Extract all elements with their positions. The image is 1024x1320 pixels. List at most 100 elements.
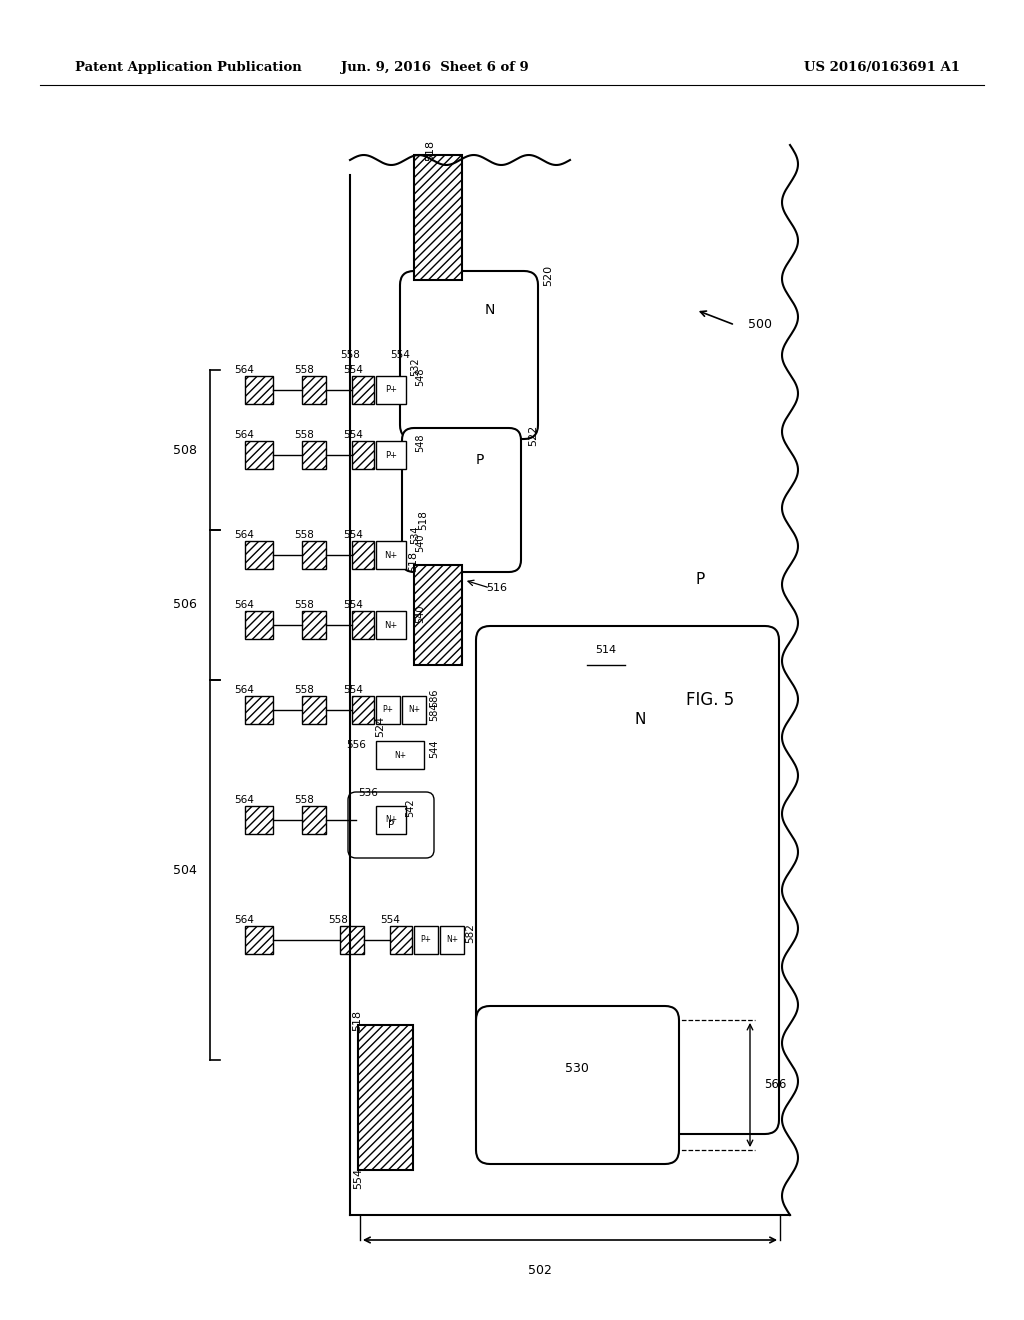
Text: 554: 554: [380, 915, 400, 925]
Text: 518: 518: [408, 550, 418, 572]
Text: 554: 554: [390, 350, 410, 360]
FancyBboxPatch shape: [400, 271, 538, 440]
Bar: [376, 376, 406, 404]
Bar: [302, 541, 326, 569]
Text: 554: 554: [343, 685, 362, 696]
Bar: [302, 376, 326, 404]
Text: N: N: [484, 304, 496, 317]
Text: P+: P+: [383, 705, 393, 714]
Text: 558: 558: [328, 915, 348, 925]
Bar: [358, 1026, 413, 1170]
Text: 558: 558: [294, 531, 314, 540]
FancyBboxPatch shape: [348, 792, 434, 858]
FancyBboxPatch shape: [476, 626, 779, 1134]
Text: 522: 522: [528, 424, 538, 446]
Text: 542: 542: [406, 799, 415, 817]
Text: 584: 584: [429, 702, 439, 721]
Bar: [376, 807, 406, 834]
Text: N+: N+: [384, 550, 397, 560]
Text: 548: 548: [415, 434, 425, 453]
Bar: [414, 927, 438, 954]
Text: 508: 508: [173, 444, 197, 457]
Bar: [352, 696, 374, 723]
Text: 518: 518: [352, 1010, 362, 1031]
Bar: [376, 741, 424, 770]
Bar: [376, 696, 400, 723]
Text: 558: 558: [294, 685, 314, 696]
Text: 554: 554: [343, 430, 362, 440]
Bar: [245, 696, 273, 723]
Text: 502: 502: [528, 1263, 552, 1276]
Text: 564: 564: [234, 601, 254, 610]
Bar: [245, 441, 273, 469]
Bar: [352, 441, 374, 469]
Text: 564: 564: [234, 685, 254, 696]
Text: N: N: [634, 713, 646, 727]
Text: 564: 564: [234, 531, 254, 540]
Text: 558: 558: [294, 430, 314, 440]
Text: 558: 558: [340, 350, 360, 360]
Bar: [414, 154, 462, 280]
Text: 540: 540: [415, 533, 425, 552]
Text: 540: 540: [415, 605, 425, 623]
Text: 536: 536: [358, 788, 378, 799]
Bar: [376, 441, 406, 469]
Text: 564: 564: [234, 915, 254, 925]
Bar: [390, 927, 412, 954]
Text: 586: 586: [429, 689, 439, 708]
Text: 554: 554: [343, 531, 362, 540]
Text: 514: 514: [595, 645, 616, 655]
Bar: [440, 927, 464, 954]
Text: 556: 556: [346, 741, 366, 750]
Text: 558: 558: [294, 601, 314, 610]
Bar: [376, 611, 406, 639]
Bar: [245, 376, 273, 404]
Text: 518: 518: [425, 140, 435, 161]
Bar: [340, 927, 364, 954]
Text: N+: N+: [384, 620, 397, 630]
Text: 530: 530: [565, 1061, 589, 1074]
FancyBboxPatch shape: [476, 1006, 679, 1164]
Text: 564: 564: [234, 795, 254, 805]
Bar: [245, 541, 273, 569]
Text: 516: 516: [486, 583, 508, 593]
Text: P+: P+: [385, 385, 397, 395]
Text: 558: 558: [294, 795, 314, 805]
Text: N+: N+: [408, 705, 420, 714]
Bar: [302, 807, 326, 834]
Text: FIG. 5: FIG. 5: [686, 690, 734, 709]
Text: P+: P+: [421, 936, 431, 945]
Text: 548: 548: [415, 368, 425, 387]
Text: 564: 564: [234, 430, 254, 440]
Bar: [352, 376, 374, 404]
Bar: [352, 611, 374, 639]
Text: 504: 504: [173, 863, 197, 876]
Text: US 2016/0163691 A1: US 2016/0163691 A1: [804, 62, 961, 74]
Bar: [245, 807, 273, 834]
Bar: [352, 541, 374, 569]
Bar: [245, 611, 273, 639]
Text: P: P: [695, 573, 705, 587]
Text: Patent Application Publication: Patent Application Publication: [75, 62, 302, 74]
Text: 564: 564: [234, 366, 254, 375]
Text: N+: N+: [445, 936, 458, 945]
Text: P: P: [388, 820, 394, 830]
Text: 554: 554: [343, 366, 362, 375]
Text: 532: 532: [410, 358, 420, 376]
Text: 554: 554: [343, 601, 362, 610]
Bar: [302, 696, 326, 723]
Text: 554: 554: [353, 1167, 362, 1188]
Text: 524: 524: [375, 715, 385, 737]
Text: 558: 558: [294, 366, 314, 375]
Text: Jun. 9, 2016  Sheet 6 of 9: Jun. 9, 2016 Sheet 6 of 9: [341, 62, 528, 74]
Text: N+: N+: [394, 751, 407, 759]
Text: P: P: [476, 453, 484, 467]
Bar: [376, 541, 406, 569]
Text: 520: 520: [543, 264, 553, 285]
Bar: [302, 611, 326, 639]
Bar: [414, 565, 462, 665]
Bar: [245, 927, 273, 954]
Text: P+: P+: [385, 450, 397, 459]
Text: 544: 544: [429, 739, 439, 758]
FancyBboxPatch shape: [402, 428, 521, 572]
